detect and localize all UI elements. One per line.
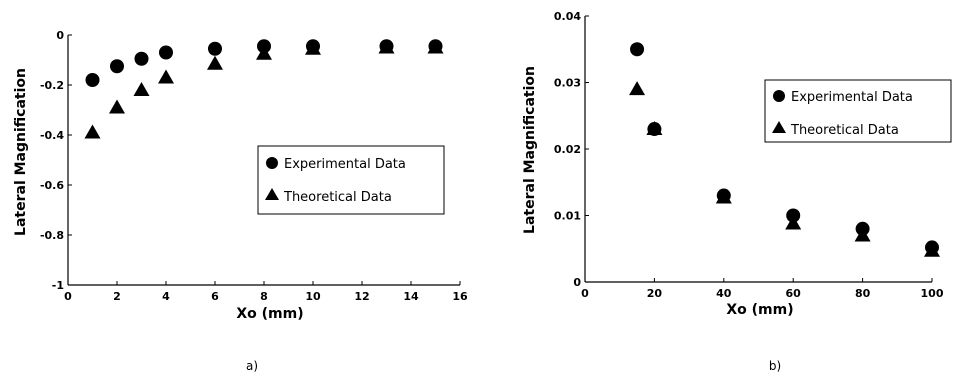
data-point-triangle [427, 39, 444, 54]
chart-b-legend-circle-marker [773, 90, 785, 102]
chart-a: Lateral Magnification Xo (mm) a) 0 2 4 6 8 10… [13, 29, 468, 373]
data-point-triangle [378, 39, 395, 54]
x-tick-label: 0 [64, 290, 72, 303]
chart-b-ylabel: Lateral Magnification [522, 66, 538, 234]
chart-a-xlabel: Xo (mm) [236, 306, 303, 322]
data-point-triangle [785, 215, 802, 230]
data-point-triangle [924, 242, 940, 257]
data-point-triangle [256, 45, 272, 60]
y-tick-label: 0.04 [554, 10, 581, 23]
chart-b-marks [629, 42, 940, 257]
y-tick-label: -1 [52, 279, 64, 292]
chart-b-caption: b) [769, 359, 781, 373]
x-tick-label: 4 [162, 290, 170, 303]
x-tick-label: 0 [581, 287, 589, 300]
x-tick-label: 100 [921, 287, 944, 300]
data-point-triangle [84, 124, 101, 139]
chart-b-legend-box [764, 79, 952, 143]
y-tick-label: 0.02 [554, 143, 581, 156]
chart-a-ticks: 0 2 4 6 8 10 12 14 16 0 -0.2 -0.4 -0.6 -0.8 -1 [40, 29, 468, 303]
chart-a-caption: a) [246, 359, 258, 373]
x-tick-label: 14 [403, 290, 419, 303]
y-tick-label: 0.01 [554, 210, 581, 223]
data-point-circle [85, 73, 100, 87]
data-point-triangle [715, 189, 732, 204]
data-point-circle [208, 41, 222, 56]
data-point-circle [159, 45, 173, 60]
y-tick-label: -0.6 [40, 179, 64, 192]
chart-b-legend: Experimental Data Theoretical Data [764, 79, 952, 143]
x-tick-label: 2 [113, 290, 121, 303]
data-point-triangle [158, 69, 174, 84]
data-point-triangle [305, 40, 321, 55]
chart-b-legend-label-experimental: Experimental Data [791, 90, 913, 105]
chart-b: Lateral Magnification Xo (mm) b) 0 20 40 60… [522, 10, 952, 373]
x-tick-label: 10 [305, 290, 321, 303]
data-point-triangle [629, 81, 646, 96]
x-tick-label: 60 [786, 287, 802, 300]
x-tick-label: 40 [716, 287, 732, 300]
x-tick-label: 6 [211, 290, 219, 303]
x-tick-label: 12 [354, 290, 369, 303]
data-point-circle [134, 51, 149, 66]
chart-a-legend-label-experimental: Experimental Data [284, 157, 406, 172]
y-tick-label: 0 [573, 276, 581, 289]
chart-a-marks [84, 39, 444, 139]
data-point-triangle [109, 99, 125, 114]
data-point-triangle [133, 82, 150, 96]
y-tick-label: 0 [56, 29, 64, 42]
x-tick-label: 16 [452, 290, 468, 303]
y-tick-label: -0.2 [40, 79, 64, 92]
chart-b-legend-triangle-marker [772, 121, 786, 133]
y-tick-label: 0.03 [554, 77, 581, 90]
chart-b-legend-label-theoretical: Theoretical Data [790, 123, 899, 138]
data-point-circle [630, 42, 645, 57]
y-tick-label: -0.4 [40, 129, 64, 142]
chart-b-xlabel: Xo (mm) [726, 302, 793, 318]
data-point-circle [110, 59, 124, 74]
data-point-triangle [854, 227, 871, 242]
chart-a-legend-triangle-marker [265, 188, 279, 200]
x-tick-label: 80 [855, 287, 871, 300]
data-point-triangle [646, 121, 663, 136]
chart-a-legend-circle-marker [266, 157, 278, 169]
chart-a-legend: Experimental Data Theoretical Data [257, 145, 445, 215]
chart-b-ticks: 0 20 40 60 80 100 0 0.01 0.02 0.03 0.04 [554, 10, 944, 300]
y-tick-label: -0.8 [40, 229, 64, 242]
data-point-triangle [207, 55, 223, 70]
chart-a-legend-box [257, 145, 445, 215]
x-tick-label: 8 [260, 290, 268, 303]
chart-a-ylabel: Lateral Magnification [13, 68, 29, 236]
chart-a-legend-label-theoretical: Theoretical Data [283, 190, 392, 205]
x-tick-label: 20 [647, 287, 663, 300]
